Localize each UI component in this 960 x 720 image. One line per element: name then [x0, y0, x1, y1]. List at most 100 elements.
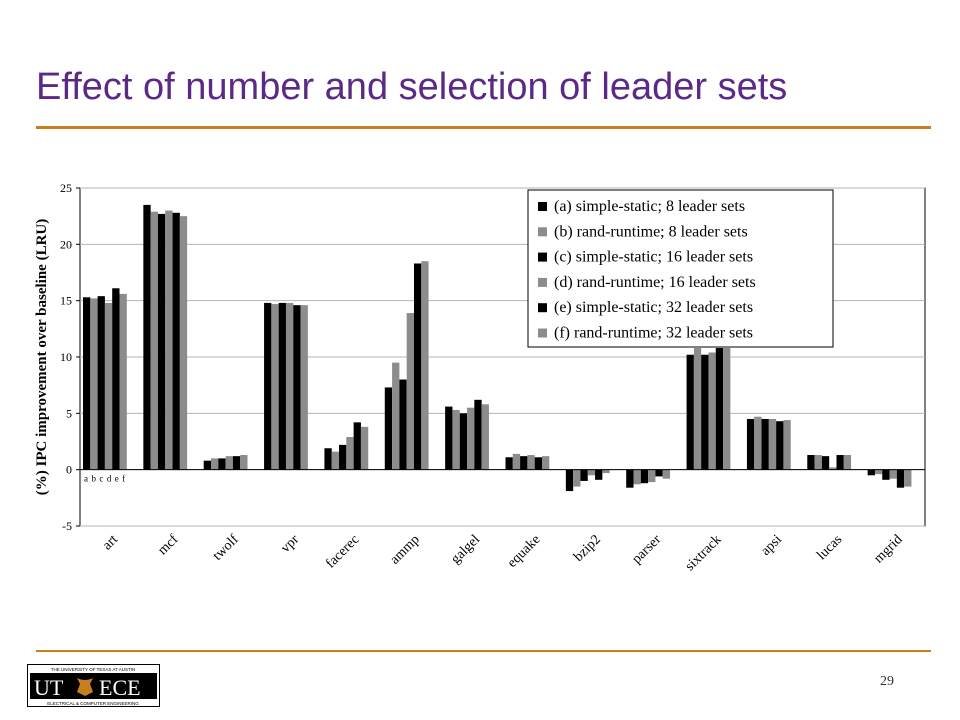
bar: [413, 263, 422, 470]
bar-chart: -5 0 5 10 15 20 25 art mcf twolf vpr facerec ammp gal…: [34, 181, 926, 574]
bar: [172, 212, 180, 470]
bar: [285, 302, 294, 470]
y-axis-label: (%) IPC improvement over baseline (LRU): [34, 219, 50, 496]
bar: [814, 455, 822, 470]
x-category-label: vpr: [278, 532, 302, 556]
bar: [527, 455, 535, 470]
bar: [445, 406, 453, 470]
x-category-label: twolf: [210, 532, 242, 564]
logo-top-text: THE UNIVERSITY OF TEXAS AT AUSTIN: [51, 667, 135, 672]
bar: [406, 313, 414, 470]
bar: [384, 387, 393, 470]
y-tick-label: 15: [60, 294, 72, 308]
bar: [686, 354, 694, 470]
y-tick-label: 0: [66, 463, 72, 477]
bar: [874, 469, 883, 475]
page-number: 29: [880, 674, 894, 689]
bar: [768, 418, 777, 470]
bar: [512, 453, 521, 470]
bar: [520, 456, 528, 470]
bar: [399, 379, 407, 470]
bar: [119, 293, 127, 470]
bar: [331, 451, 340, 470]
bars: [83, 204, 912, 492]
bar: [761, 418, 769, 470]
bar: [157, 213, 166, 470]
legend: (a) simple-static; 8 leader sets (b) rand…: [527, 189, 834, 348]
bar: [271, 304, 279, 470]
bar: [542, 456, 550, 470]
bar: [474, 399, 482, 470]
legend-entry: (c) simple-static; 16 leader sets: [554, 249, 753, 266]
legend-box: [527, 189, 834, 348]
bar: [882, 469, 890, 480]
y-tick-label: 5: [66, 406, 72, 420]
bar: [640, 469, 649, 484]
title-divider: [36, 126, 931, 129]
bar: [701, 354, 709, 470]
legend-swatch: [538, 252, 547, 262]
x-category-label: art: [100, 532, 121, 553]
x-category-label: ammp: [387, 532, 422, 567]
slide-title: Effect of number and selection of leader…: [36, 66, 788, 108]
legend-entry: (b) rand-runtime; 8 leader sets: [554, 223, 748, 240]
bar: [459, 413, 468, 470]
bar: [452, 409, 460, 470]
bar: [896, 469, 905, 488]
bar: [278, 302, 286, 470]
bar: [746, 418, 755, 470]
bar: [821, 456, 830, 470]
bar: [143, 204, 151, 470]
legend-swatch: [538, 202, 547, 211]
bar: [867, 469, 875, 476]
bar: [346, 436, 354, 470]
bar: [783, 420, 791, 470]
x-category-label: mgrid: [871, 532, 905, 566]
bar: [693, 347, 702, 470]
bar: [655, 469, 663, 477]
bar: [633, 469, 641, 485]
y-tick-label: -5: [62, 519, 72, 533]
ut-ece-logo: THE UNIVERSITY OF TEXAS AT AUSTIN UT ECE…: [27, 664, 160, 707]
bar: [565, 469, 574, 492]
bar: [97, 296, 105, 470]
bar: [776, 421, 784, 470]
bar: [218, 458, 226, 470]
bar: [339, 444, 347, 470]
bar: [300, 305, 308, 470]
bar: [90, 298, 98, 470]
bar: [648, 469, 656, 483]
bar: [112, 288, 120, 470]
logo-ut-text: UT: [34, 675, 64, 700]
bar: [595, 469, 603, 480]
bar: [104, 302, 113, 470]
bar: [534, 457, 542, 470]
y-tick-label: 25: [60, 181, 72, 195]
bar: [150, 211, 158, 470]
bar: [353, 422, 361, 470]
x-category-label: lucas: [814, 532, 845, 563]
bar: [360, 426, 369, 470]
legend-swatch: [538, 303, 547, 313]
y-tick-label: 20: [60, 237, 72, 251]
bar: [225, 456, 233, 470]
logo-bottom-text: ELECTRICAL & COMPUTER ENGINEERING: [47, 701, 139, 706]
bar-letter-key: a b c d e f: [84, 474, 126, 484]
bar: [715, 347, 724, 470]
bar: [836, 455, 844, 470]
bar: [264, 302, 272, 470]
bar: [467, 407, 475, 470]
bar: [83, 297, 91, 470]
bar: [573, 469, 581, 487]
x-category-label: galgel: [448, 532, 483, 567]
bar: [481, 404, 489, 470]
bar: [203, 460, 212, 470]
x-category-label: apsi: [758, 532, 785, 559]
bar: [754, 416, 762, 470]
bar: [232, 456, 241, 470]
x-category-label: equake: [505, 532, 544, 571]
bar: [708, 352, 716, 470]
legend-swatch: [538, 277, 547, 287]
bar: [324, 448, 332, 470]
legend-entry: (e) simple-static; 32 leader sets: [554, 299, 753, 316]
